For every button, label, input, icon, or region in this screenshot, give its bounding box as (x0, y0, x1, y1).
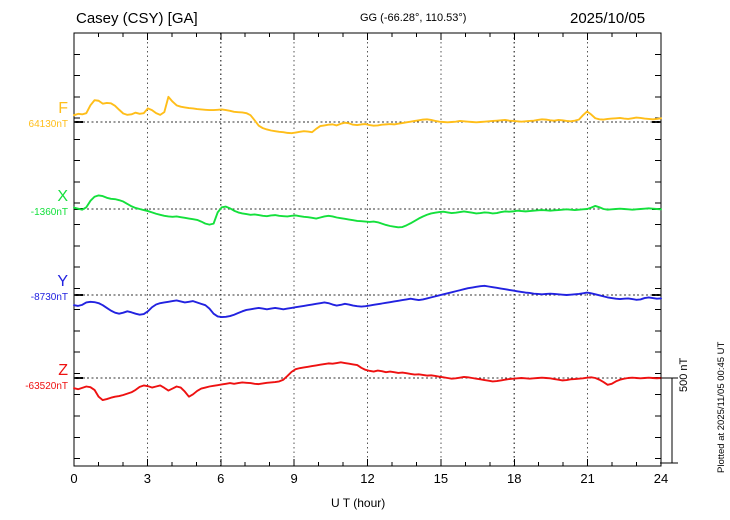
x-tick-label: 6 (217, 471, 224, 486)
component-label-y: Y -8730nT (0, 273, 68, 303)
trace-z (73, 361, 662, 402)
component-baseline-y: -8730nT (30, 292, 68, 303)
scale-bar-label: 500 nT (678, 357, 690, 392)
component-baseline-x: -1360nT (30, 207, 68, 218)
grid-layer (146, 33, 589, 466)
x-tick-label: 3 (144, 471, 151, 486)
component-letter-x: X (57, 188, 68, 205)
x-tick-label: 21 (580, 471, 594, 486)
trace-layer (73, 95, 662, 402)
trace-x (73, 194, 662, 229)
x-tick-labels: 0 3 6 9 12 15 18 21 24 (70, 471, 668, 486)
page-title: Casey (CSY) [GA] (76, 10, 198, 27)
geographic-coordinates: GG (-66.28°, 110.53°) (360, 12, 467, 24)
x-tick-label: 0 (70, 471, 77, 486)
plotted-at-timestamp: Plotted at 2025/11/05 00:45 UT (716, 341, 727, 473)
component-letter-f: F (58, 100, 68, 117)
component-letter-y: Y (57, 273, 68, 290)
component-baseline-z: -63520nT (25, 381, 68, 392)
component-label-f: F 64130nT (0, 100, 68, 130)
trace-f (73, 95, 662, 135)
x-tick-label: 24 (654, 471, 668, 486)
component-baseline-f: 64130nT (28, 119, 68, 130)
observation-date: 2025/10/05 (570, 10, 646, 27)
component-label-x: X -1360nT (0, 188, 68, 218)
trace-y (73, 284, 662, 319)
x-tick-label: 9 (291, 471, 298, 486)
component-label-z: Z -63520nT (0, 362, 68, 392)
x-tick-label: 12 (360, 471, 374, 486)
x-axis-title: U T (hour) (331, 496, 386, 510)
x-tick-label: 18 (507, 471, 521, 486)
component-letter-z: Z (58, 362, 68, 379)
axis-ticks (74, 33, 661, 466)
x-tick-label: 15 (434, 471, 448, 486)
scale-bar (660, 377, 678, 464)
